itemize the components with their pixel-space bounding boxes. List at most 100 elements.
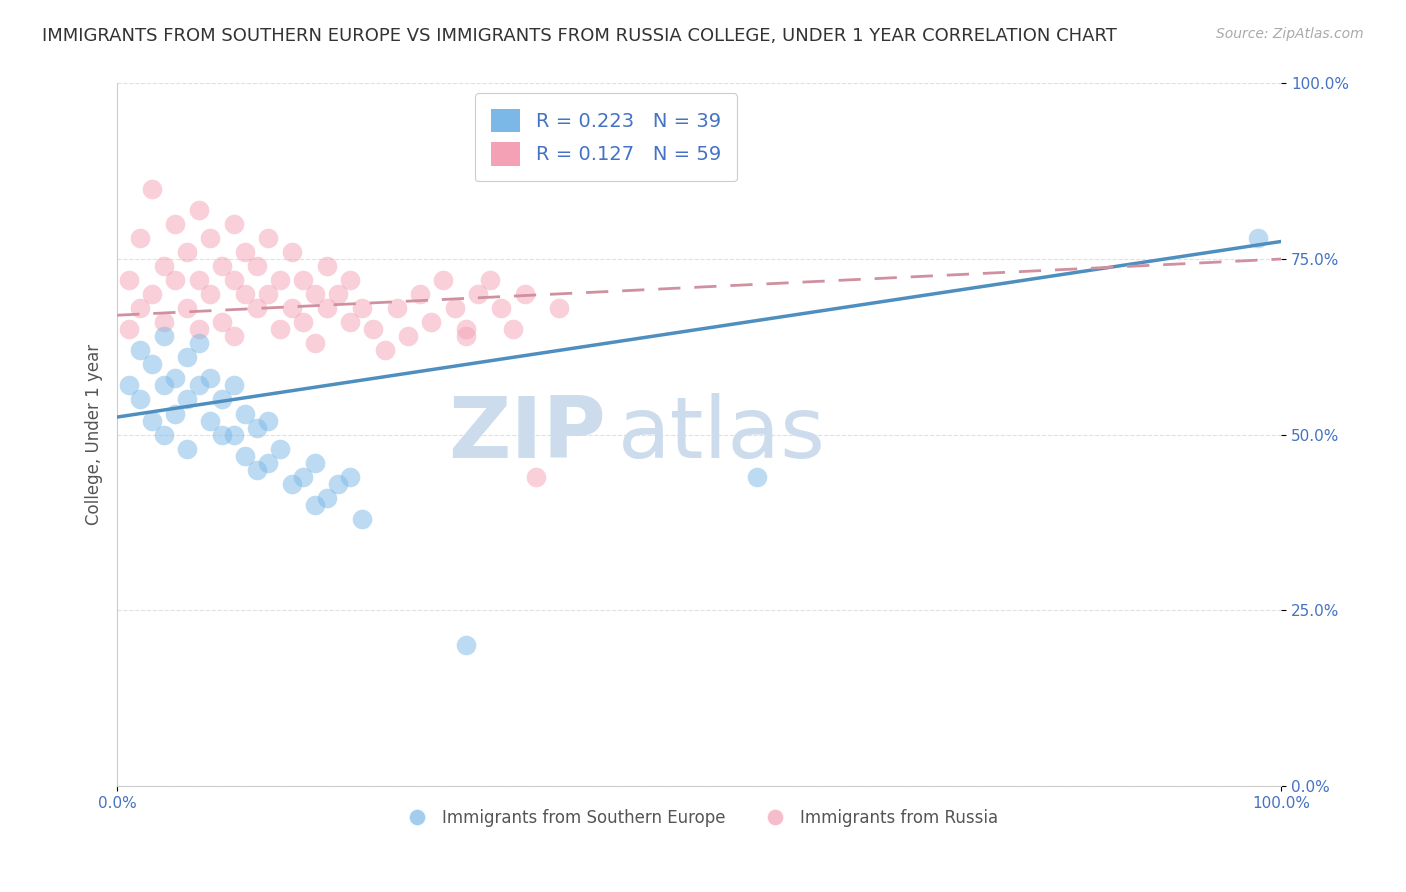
- Point: [548, 301, 571, 316]
- Point: [187, 378, 209, 392]
- Point: [152, 427, 174, 442]
- Point: [211, 427, 233, 442]
- Point: [165, 371, 187, 385]
- Point: [304, 336, 326, 351]
- Point: [187, 336, 209, 351]
- Point: [281, 245, 304, 260]
- Point: [211, 392, 233, 407]
- Legend: Immigrants from Southern Europe, Immigrants from Russia: Immigrants from Southern Europe, Immigra…: [394, 802, 1005, 834]
- Point: [233, 449, 256, 463]
- Point: [246, 420, 269, 434]
- Point: [152, 315, 174, 329]
- Point: [269, 442, 291, 456]
- Point: [350, 301, 373, 316]
- Point: [187, 322, 209, 336]
- Point: [292, 273, 315, 287]
- Point: [118, 378, 141, 392]
- Point: [747, 469, 769, 483]
- Point: [200, 231, 222, 245]
- Point: [187, 273, 209, 287]
- Point: [129, 343, 152, 358]
- Point: [118, 273, 141, 287]
- Point: [361, 322, 384, 336]
- Point: [409, 287, 432, 301]
- Point: [187, 202, 209, 217]
- Point: [315, 301, 337, 316]
- Text: ZIP: ZIP: [449, 393, 606, 476]
- Point: [524, 469, 547, 483]
- Point: [350, 512, 373, 526]
- Point: [222, 273, 245, 287]
- Point: [222, 329, 245, 343]
- Point: [129, 301, 152, 316]
- Text: Source: ZipAtlas.com: Source: ZipAtlas.com: [1216, 27, 1364, 41]
- Point: [420, 315, 443, 329]
- Point: [165, 217, 187, 231]
- Point: [443, 301, 465, 316]
- Point: [152, 378, 174, 392]
- Point: [129, 392, 152, 407]
- Point: [165, 273, 187, 287]
- Point: [222, 378, 245, 392]
- Point: [118, 322, 141, 336]
- Point: [246, 301, 269, 316]
- Y-axis label: College, Under 1 year: College, Under 1 year: [86, 344, 103, 525]
- Point: [396, 329, 419, 343]
- Point: [269, 322, 291, 336]
- Point: [222, 427, 245, 442]
- Point: [257, 231, 280, 245]
- Point: [374, 343, 396, 358]
- Text: IMMIGRANTS FROM SOUTHERN EUROPE VS IMMIGRANTS FROM RUSSIA COLLEGE, UNDER 1 YEAR : IMMIGRANTS FROM SOUTHERN EUROPE VS IMMIG…: [42, 27, 1116, 45]
- Point: [233, 287, 256, 301]
- Point: [281, 301, 304, 316]
- Point: [129, 231, 152, 245]
- Point: [328, 287, 350, 301]
- Point: [257, 413, 280, 427]
- Point: [432, 273, 454, 287]
- Point: [246, 463, 269, 477]
- Point: [315, 491, 337, 505]
- Point: [257, 456, 280, 470]
- Point: [200, 371, 222, 385]
- Point: [152, 329, 174, 343]
- Point: [304, 456, 326, 470]
- Point: [141, 287, 163, 301]
- Point: [200, 413, 222, 427]
- Point: [176, 351, 198, 365]
- Point: [385, 301, 408, 316]
- Point: [176, 392, 198, 407]
- Point: [339, 273, 361, 287]
- Point: [176, 245, 198, 260]
- Point: [491, 301, 513, 316]
- Point: [233, 407, 256, 421]
- Point: [233, 245, 256, 260]
- Point: [456, 329, 478, 343]
- Point: [456, 322, 478, 336]
- Point: [176, 301, 198, 316]
- Point: [339, 469, 361, 483]
- Point: [200, 287, 222, 301]
- Point: [257, 287, 280, 301]
- Point: [211, 259, 233, 273]
- Point: [269, 273, 291, 287]
- Point: [304, 287, 326, 301]
- Point: [165, 407, 187, 421]
- Point: [152, 259, 174, 273]
- Point: [513, 287, 536, 301]
- Point: [467, 287, 489, 301]
- Point: [141, 182, 163, 196]
- Point: [502, 322, 524, 336]
- Point: [211, 315, 233, 329]
- Point: [141, 357, 163, 371]
- Point: [141, 413, 163, 427]
- Point: [304, 498, 326, 512]
- Text: atlas: atlas: [617, 393, 825, 476]
- Point: [292, 315, 315, 329]
- Point: [1247, 231, 1270, 245]
- Point: [339, 315, 361, 329]
- Point: [456, 638, 478, 652]
- Point: [478, 273, 501, 287]
- Point: [246, 259, 269, 273]
- Point: [315, 259, 337, 273]
- Point: [176, 442, 198, 456]
